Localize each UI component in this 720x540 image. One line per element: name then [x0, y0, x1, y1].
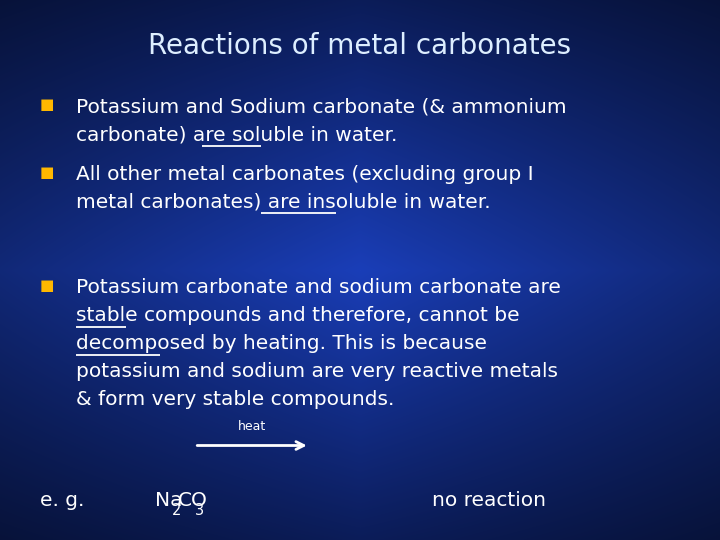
Text: All other metal carbonates (excluding group I: All other metal carbonates (excluding gr… [76, 165, 534, 184]
Text: ■: ■ [40, 97, 54, 112]
Text: Na: Na [155, 491, 182, 510]
Text: Reactions of metal carbonates: Reactions of metal carbonates [148, 32, 572, 60]
Text: decomposed by heating. This is because: decomposed by heating. This is because [76, 334, 487, 353]
Text: CO: CO [178, 491, 207, 510]
Text: metal carbonates) are insoluble in water.: metal carbonates) are insoluble in water… [76, 193, 490, 212]
Text: heat: heat [238, 420, 266, 433]
Text: ■: ■ [40, 278, 54, 293]
Text: Potassium carbonate and sodium carbonate are: Potassium carbonate and sodium carbonate… [76, 278, 560, 297]
Text: no reaction: no reaction [432, 491, 546, 510]
Text: & form very stable compounds.: & form very stable compounds. [76, 390, 394, 409]
Text: 3: 3 [194, 503, 204, 518]
Text: carbonate) are soluble in water.: carbonate) are soluble in water. [76, 125, 397, 144]
Text: potassium and sodium are very reactive metals: potassium and sodium are very reactive m… [76, 362, 557, 381]
Text: Potassium and Sodium carbonate (& ammonium: Potassium and Sodium carbonate (& ammoni… [76, 97, 566, 116]
Text: e. g.: e. g. [40, 491, 84, 510]
Text: 2: 2 [171, 503, 181, 518]
Text: stable compounds and therefore, cannot be: stable compounds and therefore, cannot b… [76, 306, 519, 325]
Text: ■: ■ [40, 165, 54, 180]
